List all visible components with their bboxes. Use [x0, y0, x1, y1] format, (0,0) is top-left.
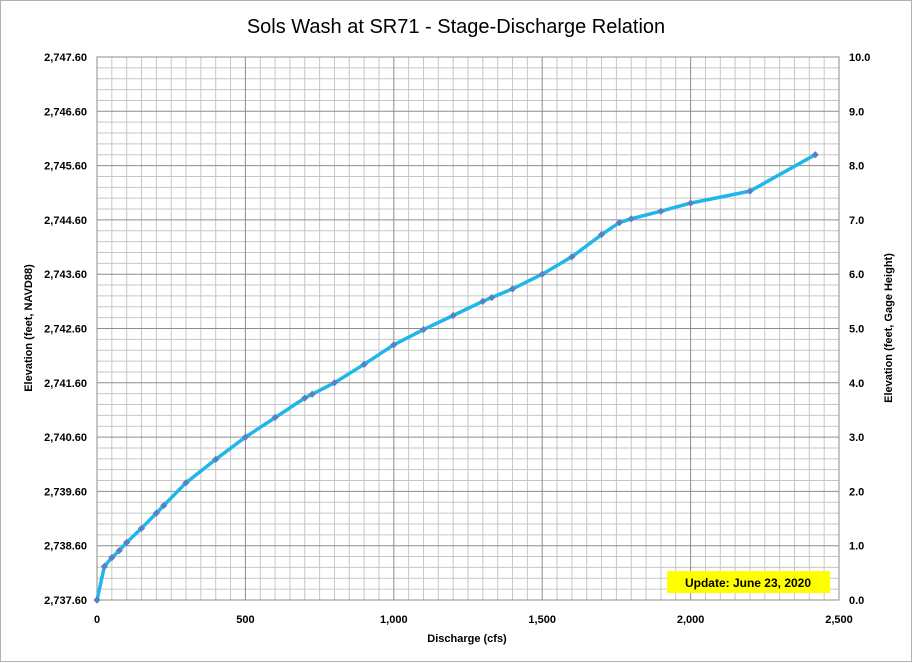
data-point: [241, 433, 249, 441]
y-tick-label-right: 0.0: [849, 595, 864, 607]
data-point: [449, 311, 457, 320]
y-tick-label-right: 2.0: [849, 486, 864, 498]
data-point: [271, 413, 279, 422]
y-tick-label-left: 2,739.60: [44, 486, 87, 498]
x-tick-label: 2,500: [825, 614, 853, 626]
data-point: [479, 297, 487, 305]
chart-title: Sols Wash at SR71 - Stage-Discharge Rela…: [247, 16, 665, 38]
y-axis-title-left: Elevation (feet, NAVD88): [23, 264, 35, 392]
y-tick-label-right: 7.0: [849, 215, 864, 227]
data-point: [308, 390, 316, 398]
y-tick-label-right: 6.0: [849, 269, 864, 281]
data-point: [568, 253, 576, 261]
data-point: [627, 215, 635, 223]
y-tick-label-left: 2,742.60: [44, 324, 87, 336]
axis-labels-layer: 0 500 1,000 1,500 2,000 2,500 2,737.60 2,738.60…: [44, 52, 870, 626]
data-point: [390, 341, 398, 349]
y-tick-label-left: 2,737.60: [44, 595, 87, 607]
grid-layer: [96, 56, 840, 601]
data-point: [615, 219, 623, 227]
data-point: [657, 207, 665, 215]
data-point: [419, 325, 428, 334]
data-point: [93, 596, 101, 604]
y-tick-label-right: 4.0: [849, 378, 864, 390]
x-tick-label: 500: [236, 614, 254, 626]
x-tick-label: 1,500: [528, 614, 556, 626]
data-point: [160, 501, 168, 510]
x-tick-label: 2,000: [677, 614, 705, 626]
data-point: [597, 230, 606, 239]
data-point: [746, 187, 754, 195]
plot-border: [96, 56, 840, 601]
series-layer: [93, 151, 819, 604]
update-note-text: Update: June 23, 2020: [685, 576, 811, 590]
y-tick-label-left: 2,744.60: [44, 215, 87, 227]
y-tick-label-left: 2,743.60: [44, 269, 87, 281]
data-point: [115, 546, 123, 555]
data-point: [152, 509, 160, 517]
y-tick-label-left: 2,740.60: [44, 432, 87, 444]
y-tick-label-left: 2,747.60: [44, 52, 87, 64]
data-point: [687, 199, 695, 207]
data-point: [123, 538, 131, 547]
data-point: [330, 379, 339, 387]
data-point: [301, 394, 309, 402]
y-tick-label-right: 5.0: [849, 324, 864, 336]
data-point: [508, 285, 517, 293]
update-note: Update: June 23, 2020: [667, 571, 830, 593]
data-point: [100, 562, 109, 570]
x-tick-label: 0: [94, 614, 100, 626]
data-point: [108, 554, 116, 562]
y-tick-label-left: 2,745.60: [44, 161, 87, 173]
y-tick-label-right: 3.0: [849, 432, 864, 444]
y-tick-label-right: 1.0: [849, 541, 864, 553]
data-point: [360, 360, 368, 368]
data-point: [212, 455, 220, 463]
x-tick-label: 1,000: [380, 614, 408, 626]
y-tick-label-left: 2,741.60: [44, 378, 87, 390]
data-point: [811, 151, 819, 159]
y-tick-label-right: 9.0: [849, 106, 864, 118]
y-tick-label-left: 2,738.60: [44, 541, 87, 553]
y-tick-label-left: 2,746.60: [44, 106, 87, 118]
data-point: [488, 293, 496, 302]
y-tick-label-right: 10.0: [849, 52, 870, 64]
data-point: [182, 479, 190, 487]
y-axis-title-right: Elevation (feet, Gage Height): [883, 253, 895, 403]
data-point: [137, 524, 146, 532]
data-point: [538, 270, 546, 278]
y-tick-label-right: 8.0: [849, 161, 864, 173]
update-note-box: [667, 571, 830, 593]
x-axis-title: Discharge (cfs): [427, 633, 507, 645]
